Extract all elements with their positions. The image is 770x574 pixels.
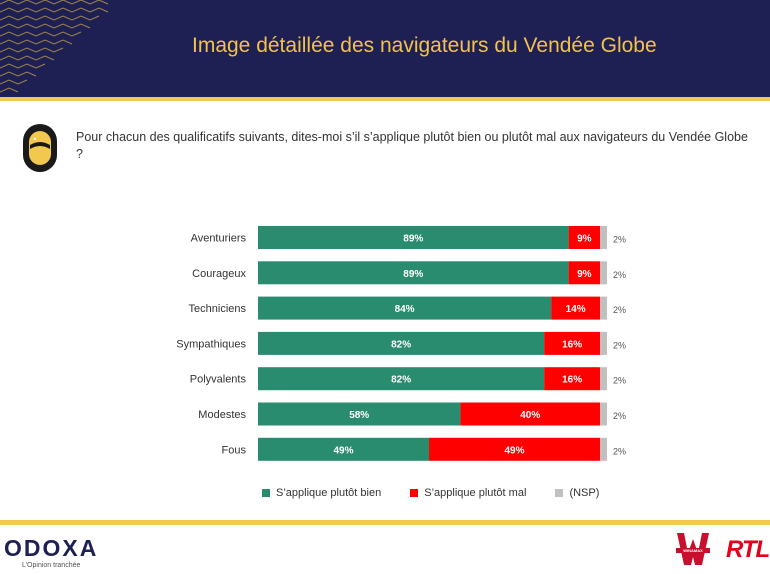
stacked-bar-chart: Aventuriers 89% 9% 2% Courageux 89% 9% 2% Techni…: [176, 226, 626, 461]
winamax-logo-text: WINAMAX: [683, 548, 703, 553]
category-label-techniciens: Techniciens: [189, 303, 247, 315]
legend-item-nsp: (NSP): [555, 487, 599, 499]
category-label-aventuriers: Aventuriers: [191, 233, 247, 245]
legend-swatch-mal: [410, 489, 419, 497]
bar-bien-sympathiques: [258, 331, 545, 355]
bar-mal-fous: [429, 437, 601, 461]
bar-nsp-fous: [600, 437, 607, 461]
data-label-mal-sympathiques: 16%: [562, 339, 582, 350]
bar-nsp-modestes: [600, 402, 607, 426]
data-label-mal-fous: 49%: [505, 445, 525, 456]
bar-bien-fous: [258, 437, 430, 461]
bar-nsp-courageux: [600, 261, 607, 285]
data-label-bien-sympathiques: 82%: [391, 339, 411, 350]
header-band: Image détaillée des navigateurs du Vendé…: [0, 0, 770, 97]
bar-mal-sympathiques: [544, 331, 601, 355]
data-label-mal-techniciens: 14%: [566, 304, 586, 315]
data-label-bien-modestes: 58%: [349, 410, 369, 421]
data-label-nsp-sympathiques: 2%: [613, 340, 626, 350]
bar-bien-courageux: [258, 261, 569, 285]
legend-swatch-bien: [262, 489, 270, 497]
data-label-mal-aventuriers: 9%: [577, 234, 592, 245]
legend-label-bien: S’applique plutôt bien: [276, 487, 382, 499]
bar-mal-aventuriers: [568, 226, 601, 249]
survey-question: Pour chacun des qualificatifs suivants, …: [76, 130, 748, 161]
bar-mal-modestes: [460, 402, 601, 426]
bar-mal-courageux: [568, 261, 601, 285]
legend-label-nsp: (NSP): [569, 487, 600, 499]
legend-swatch-nsp: [555, 489, 564, 497]
data-label-bien-courageux: 89%: [403, 269, 423, 280]
bar-nsp-polyvalents: [600, 367, 607, 391]
category-label-courageux: Courageux: [192, 268, 246, 280]
chevron-pattern-decoration: [0, 0, 109, 93]
bar-bien-polyvalents: [258, 367, 545, 391]
page-title: Image détaillée des navigateurs du Vendé…: [192, 34, 657, 57]
data-label-nsp-techniciens: 2%: [613, 305, 626, 315]
bar-bien-aventuriers: [258, 226, 569, 249]
footer-divider: [0, 520, 770, 525]
data-label-mal-modestes: 40%: [520, 410, 540, 421]
data-label-mal-polyvalents: 16%: [562, 375, 582, 386]
rtl-logo: RTL: [726, 536, 770, 563]
data-label-mal-courageux: 9%: [577, 269, 592, 280]
odoxa-badge-icon: [23, 124, 57, 172]
data-label-bien-polyvalents: 82%: [391, 375, 411, 386]
bar-nsp-aventuriers: [600, 226, 607, 249]
data-label-bien-fous: 49%: [333, 445, 353, 456]
header-divider: [0, 97, 770, 101]
legend-item-mal: S’applique plutôt mal: [410, 487, 526, 499]
data-label-nsp-modestes: 2%: [613, 411, 626, 421]
bar-mal-techniciens: [551, 296, 601, 320]
odoxa-tagline: L’Opinion tranchée: [22, 562, 81, 569]
bar-bien-modestes: [258, 402, 461, 426]
data-label-nsp-fous: 2%: [613, 446, 626, 456]
odoxa-logo: ODOXA: [4, 535, 99, 561]
bar-bien-techniciens: [258, 296, 552, 320]
category-label-sympathiques: Sympathiques: [176, 338, 246, 350]
winamax-logo-icon: WINAMAX: [676, 533, 710, 565]
legend-label-mal: S’applique plutôt mal: [424, 487, 527, 499]
category-label-fous: Fous: [222, 444, 247, 456]
data-label-nsp-polyvalents: 2%: [613, 376, 626, 386]
category-label-polyvalents: Polyvalents: [190, 374, 247, 386]
legend-item-bien: S’applique plutôt bien: [262, 487, 381, 499]
data-label-bien-aventuriers: 89%: [403, 234, 423, 245]
data-label-bien-techniciens: 84%: [395, 304, 415, 315]
chart-legend: S’applique plutôt bien S’applique plutôt…: [262, 487, 625, 500]
data-label-nsp-aventuriers: 2%: [613, 235, 626, 245]
category-label-modestes: Modestes: [198, 409, 246, 421]
data-label-nsp-courageux: 2%: [613, 270, 626, 280]
bar-nsp-sympathiques: [600, 331, 607, 355]
bar-nsp-techniciens: [600, 296, 607, 320]
bar-mal-polyvalents: [544, 367, 601, 391]
